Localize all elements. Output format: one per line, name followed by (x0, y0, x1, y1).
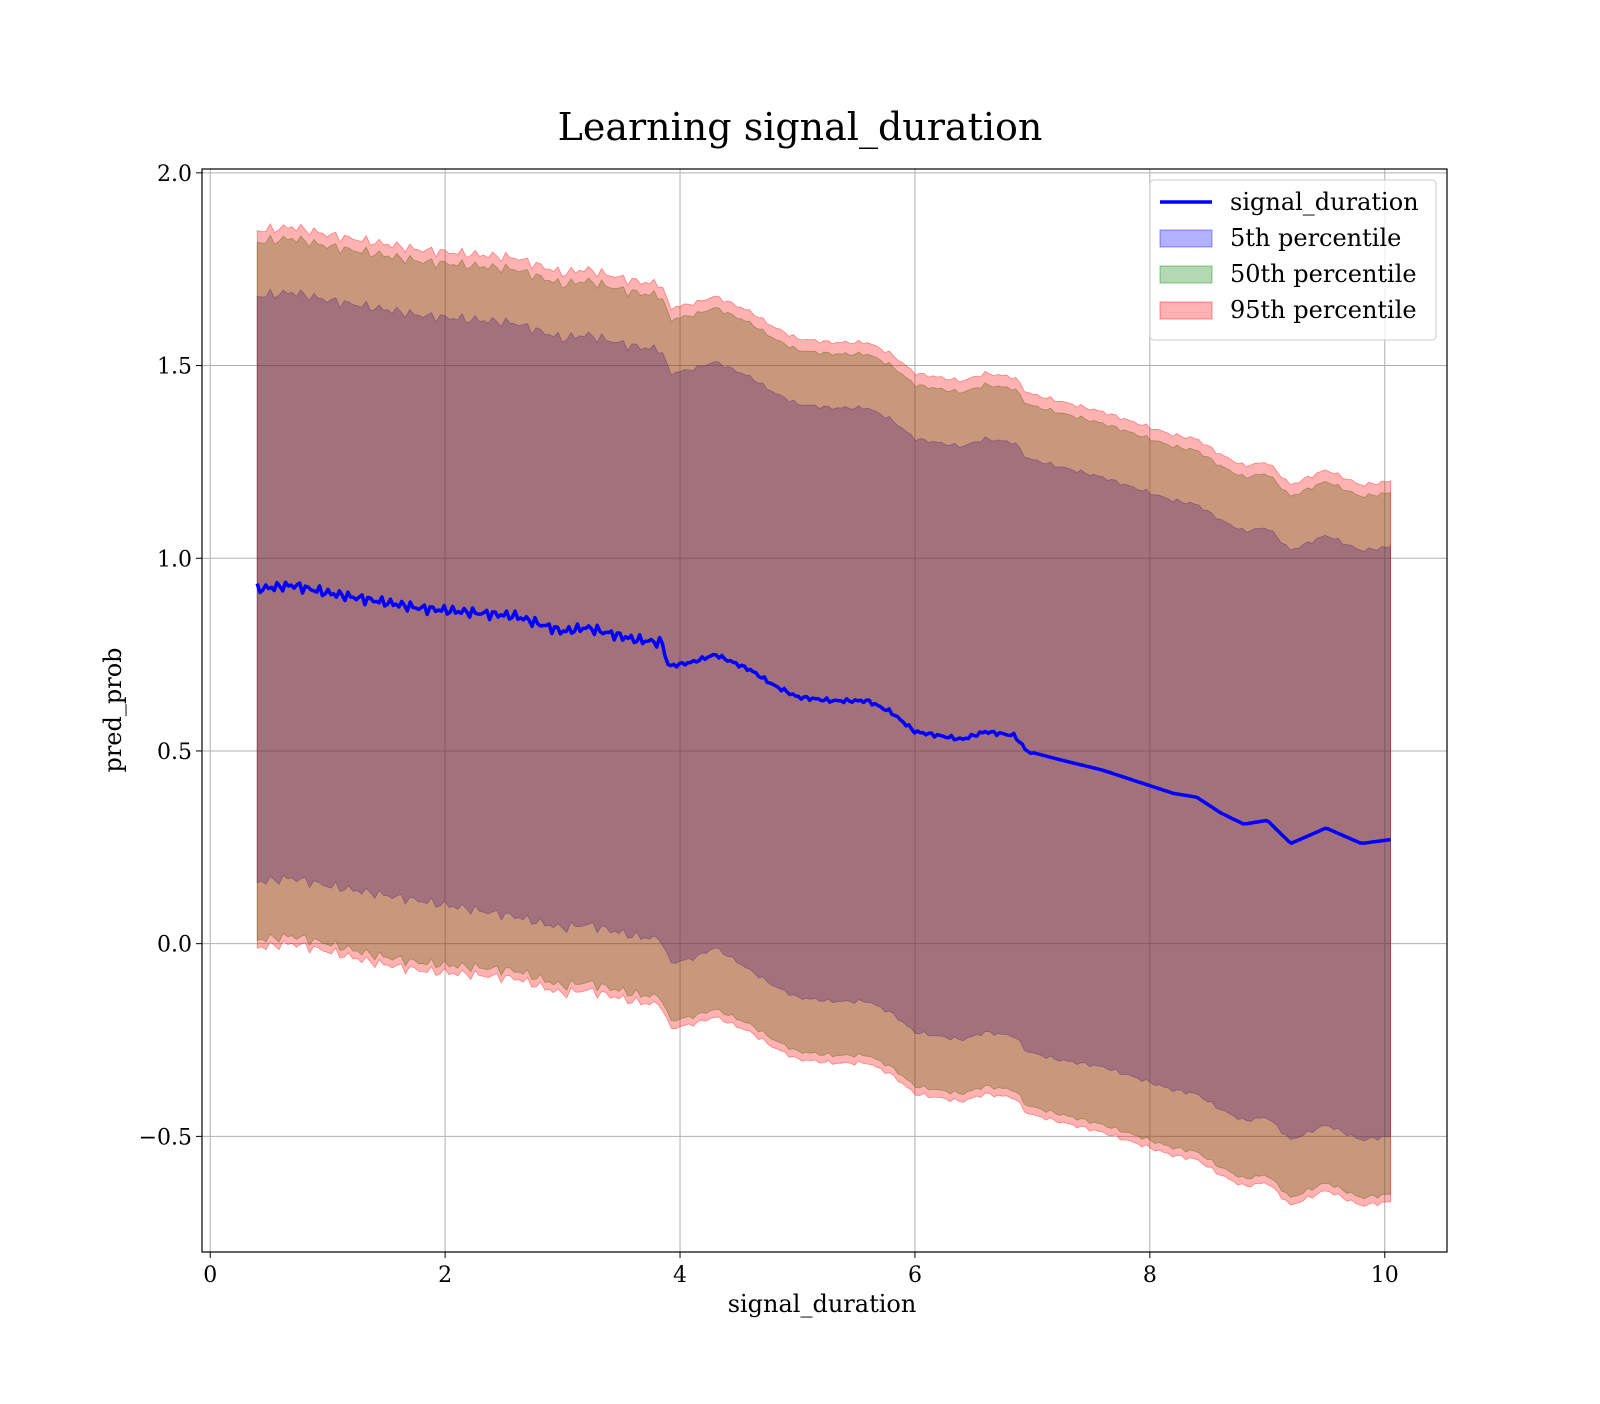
series-lines (255, 580, 1391, 846)
band-95th-percentile (256, 222, 1391, 1207)
grid-lines (202, 169, 1447, 1252)
chart-title: Learning signal_duration (558, 105, 1043, 150)
band-5th-percentile (256, 288, 1391, 1142)
legend-entry: signal_duration (1230, 188, 1419, 216)
legend-entry: 5th percentile (1230, 224, 1401, 252)
y-axis-ticks: −0.5 0.0 0.5 1.0 1.5 2.0 (139, 162, 202, 1150)
x-tick-label: 10 (1371, 1263, 1399, 1288)
y-axis-label: pred_prob (99, 647, 127, 772)
line-signal_duration (255, 580, 1391, 846)
x-tick-label: 8 (1143, 1263, 1157, 1288)
legend-swatch (1159, 301, 1213, 320)
plot-frame (201, 168, 1448, 1253)
y-tick-label: 1.5 (157, 355, 192, 380)
x-axis-ticks: 0 2 4 6 8 10 (203, 1252, 1399, 1288)
y-tick-label: −0.5 (139, 1125, 192, 1150)
x-tick-label: 2 (438, 1263, 452, 1288)
y-tick-label: 0.0 (157, 933, 192, 958)
band-50th-percentile (256, 234, 1391, 1200)
legend: signal_duration 5th percentile 50th percen… (1149, 179, 1437, 341)
percentile-bands (256, 222, 1391, 1207)
legend-entry: 95th percentile (1230, 296, 1417, 324)
legend-swatch (1159, 265, 1213, 284)
legend-entry: 50th percentile (1230, 260, 1417, 288)
legend-box (1149, 179, 1437, 341)
x-axis-label: signal_duration (728, 1290, 917, 1318)
x-tick-label: 0 (203, 1263, 217, 1288)
x-tick-label: 4 (673, 1263, 687, 1288)
x-tick-label: 6 (908, 1263, 922, 1288)
y-tick-label: 2.0 (157, 162, 192, 187)
y-tick-label: 1.0 (157, 547, 192, 572)
y-tick-label: 0.5 (157, 740, 192, 765)
legend-swatch (1159, 229, 1213, 248)
